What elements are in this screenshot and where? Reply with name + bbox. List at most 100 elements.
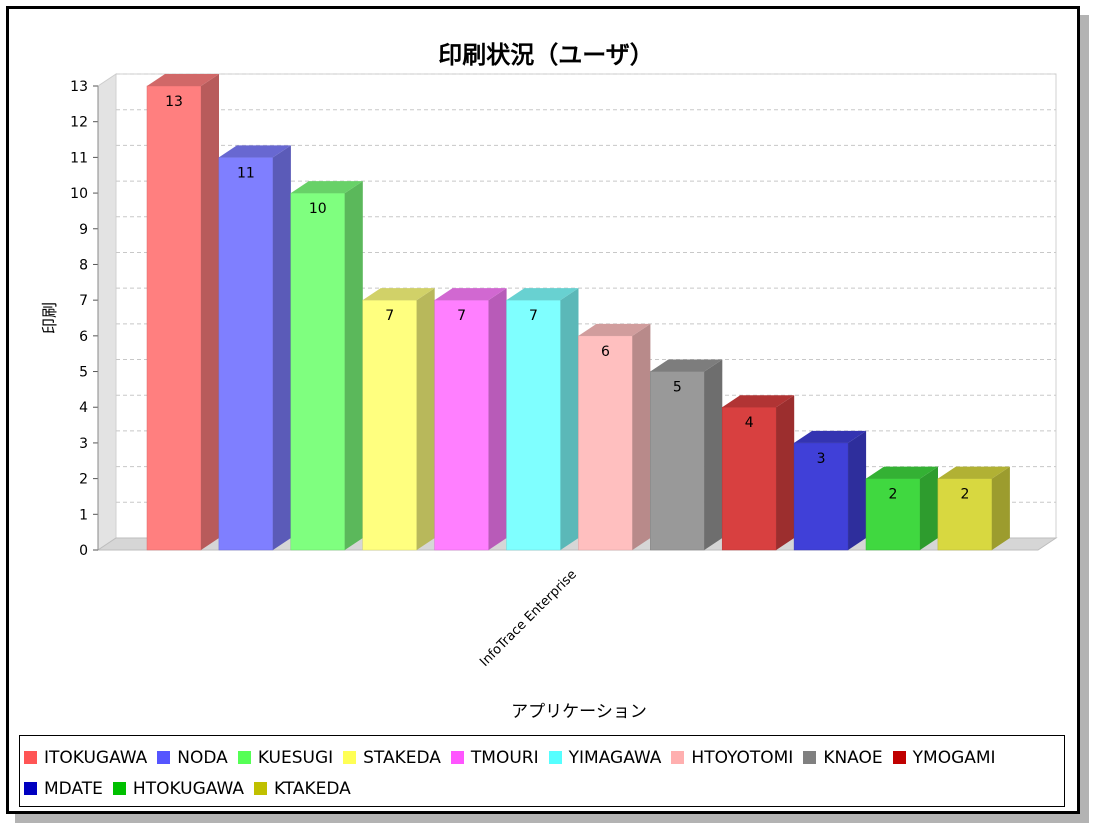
bar-side [201,74,219,550]
legend-label: KTAKEDA [273,778,351,799]
bar-tmouri: 7 [434,288,507,551]
bar-front [434,299,489,551]
bar-side [632,323,651,550]
legend-label: HTOYOTOMI [691,747,794,768]
y-tick-label: 7 [79,293,88,309]
legend-item: KTAKEDA [253,773,351,804]
bar-side [704,359,723,550]
y-tick-label: 9 [79,222,88,238]
bar-top [147,74,219,86]
bar-top [434,288,507,301]
legend-item: ITOKUGAWA [24,742,147,773]
legend-label: KNAOE [823,747,883,768]
bar-side [776,395,795,550]
y-axis-title: 印刷 [40,302,59,334]
bar-front [937,478,993,551]
bar-top [794,430,867,443]
legend: ITOKUGAWA NODA KUESUGI STAKEDA TMOURI YIMAGAW… [19,735,1065,807]
bar-value-label: 7 [385,308,394,324]
y-tick-label: 11 [70,150,88,166]
bar-top [290,181,363,194]
bar-value-label: 4 [745,415,754,431]
bar-front [506,299,561,551]
y-tick-label: 2 [79,472,88,488]
y-tick-label: 5 [79,365,88,381]
bar-value-label: 13 [165,94,183,110]
legend-label: TMOURI [470,747,539,768]
y-tick-label: 6 [79,329,88,345]
y-tick-label: 1 [79,507,88,523]
legend-swatch [24,782,37,795]
bar-front [650,371,705,551]
legend-swatch [237,751,251,764]
bar-mdate: 3 [793,430,867,551]
bar-front [793,442,849,551]
x-axis-title: アプリケーション [511,702,647,722]
legend-label: YIMAGAWA [568,747,662,768]
bar-side [991,466,1010,550]
legend-item: NODA [157,742,228,773]
bar-yimagawa: 7 [506,288,579,551]
legend-label: HTOKUGAWA [132,778,244,799]
bar-front [865,478,921,551]
y-tick-label: 0 [79,543,88,559]
legend-swatch [253,782,267,795]
chart-frame: 印刷状況（ユーザ） 0 1 2 3 4 5 6 7 8 9 10 11 12 13 13 11 10 7 7 7 6 5 4… [6,6,1080,814]
bar-side [560,288,579,550]
legend-swatch [803,751,817,764]
y-tick-label: 4 [79,400,88,416]
bar-top [506,288,579,301]
legend-swatch [671,751,685,764]
y-tick-label: 10 [70,186,88,202]
bar-knaoe: 5 [650,359,723,551]
legend-item: KNAOE [803,742,883,773]
legend-item: STAKEDA [343,742,441,773]
bar-htoyotomi: 6 [578,323,651,551]
bar-side [488,288,507,550]
bar-side [272,145,291,550]
bar-side [416,288,435,550]
bar-value-label: 10 [309,201,327,217]
y-tick-label: 12 [70,115,88,131]
legend-label: ITOKUGAWA [44,747,148,768]
legend-label: KUESUGI [257,747,334,768]
y-tick-label: 8 [79,257,88,273]
legend-label: STAKEDA [363,747,441,768]
bar-front [290,192,346,551]
bar-side [848,430,867,550]
legend-item: TMOURI [450,742,539,773]
x-category-label: InfoTrace Enterprise [477,567,580,670]
chart-title: 印刷状況（ユーザ） [438,41,654,69]
bar-side [344,181,363,551]
legend-label: YMOGAMI [912,747,996,768]
bar-top [937,466,1010,479]
bar-value-label: 11 [237,165,255,181]
bar-ktakeda: 2 [937,466,1010,551]
legend-item: HTOKUGAWA [112,773,244,804]
legend-item: MDATE [24,773,103,804]
bar-front [218,157,274,551]
legend-item: YMOGAMI [892,742,996,773]
legend-swatch [24,751,37,764]
bar-ymogami: 4 [721,395,795,551]
bar-noda: 11 [218,145,291,551]
bar-front [146,85,202,551]
bar-kuesugi: 10 [290,181,363,551]
bar-value-label: 7 [529,308,538,324]
bar-front [578,335,633,551]
legend-swatch [450,751,464,764]
bar-stakeda: 7 [362,288,435,551]
bar-top [722,395,795,408]
bar-value-label: 2 [889,487,898,503]
bar-top [866,466,938,479]
bar-top [578,323,651,336]
bar-value-label: 6 [601,344,610,360]
legend-swatch [548,751,562,764]
legend-swatch [892,751,906,764]
bar-value-label: 2 [960,487,969,503]
legend-swatch [157,751,171,764]
legend-item: HTOYOTOMI [671,742,793,773]
legend-label: NODA [177,747,228,768]
bar-value-label: 3 [817,451,826,467]
